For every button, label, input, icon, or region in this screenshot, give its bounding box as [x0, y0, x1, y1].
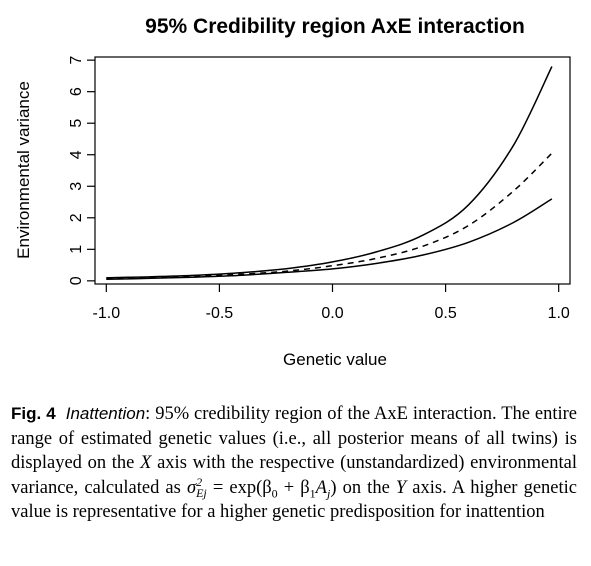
mean-line: [106, 152, 553, 280]
credibility-chart: 95% Credibility region AxE interaction 0…: [14, 15, 571, 369]
y-tick-label: 1: [68, 245, 85, 254]
plot-box: [94, 56, 571, 285]
caption-text-2: axis with the respective (unstandardized…: [11, 453, 577, 498]
figure-number: Fig. 4: [11, 404, 56, 423]
y-tick-label: 2: [68, 213, 85, 222]
caption-text-1: : 95% credibility region of the AxE inte…: [11, 404, 577, 473]
x-axis: -1.0 -0.5 0.0 0.5 1.0: [93, 284, 570, 322]
variance-formula: σ2Ej = exp(β0 + β1Aj): [186, 474, 337, 501]
y-axis: 0 1 2 3 4 5 6 7: [68, 56, 95, 285]
lower-bound-line: [106, 198, 553, 281]
x-tick-label: 1.0: [548, 305, 570, 322]
x-variable: X: [140, 453, 152, 473]
x-tick-label: -0.5: [206, 305, 234, 322]
y-tick-label: 6: [68, 87, 85, 96]
figure-caption: Fig. 4 Inattention: 95% credibility regi…: [11, 402, 577, 525]
caption-text-4: axis. A higher genetic value is represen…: [11, 477, 577, 523]
caption-text-3: on the: [336, 477, 396, 498]
y-tick-label: 3: [68, 182, 85, 191]
y-tick-label: 0: [68, 276, 85, 285]
x-tick-label: 0.5: [434, 305, 456, 322]
x-tick-label: 0.0: [321, 305, 343, 322]
caption-lead: Inattention: [65, 404, 146, 423]
y-tick-label: 7: [68, 56, 85, 65]
y-tick-label: 4: [68, 150, 85, 159]
x-tick-label: -1.0: [93, 305, 121, 322]
series-lines: [106, 66, 553, 281]
y-tick-label: 5: [68, 119, 85, 128]
y-axis-label: Environmental variance: [14, 81, 33, 259]
upper-bound-line: [106, 66, 553, 279]
chart-title: 95% Credibility region AxE interaction: [145, 15, 525, 38]
y-variable: Y: [395, 477, 407, 498]
x-axis-label: Genetic value: [283, 350, 387, 369]
